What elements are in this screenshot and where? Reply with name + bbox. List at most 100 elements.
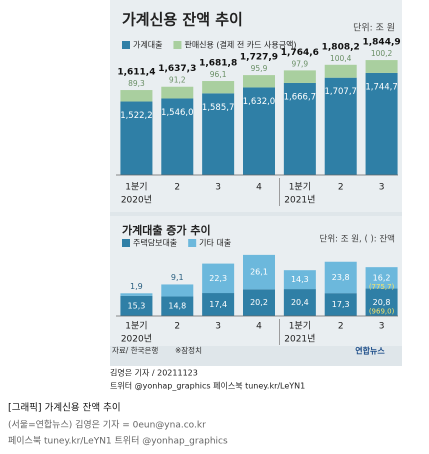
caption-line: (서울=연합뉴스) 김영은 기자 = 0eun@yna.co.kr — [8, 419, 206, 431]
bar — [202, 81, 235, 94]
x-tick-label: 4 — [256, 183, 262, 193]
chart-title: 가계대출 증가 추이 — [122, 223, 211, 237]
bar — [283, 289, 316, 316]
bar — [202, 293, 235, 316]
annotation: (969,0) — [369, 307, 395, 315]
bar — [365, 288, 398, 316]
x-tick-label: 1분기 — [125, 182, 147, 193]
total-label: 1,764,6 — [281, 48, 319, 58]
year-label: 2021년 — [284, 195, 315, 206]
bar — [283, 270, 316, 290]
x-tick-label: 3 — [379, 183, 385, 193]
value-label: 17,3 — [332, 300, 350, 309]
caption-line: 페이스북 tuney.kr/LeYN1 트위터 @yonhap_graphics — [8, 436, 228, 447]
x-tick-label: 2 — [174, 183, 180, 193]
bar — [202, 93, 235, 175]
unit: 단위: 조 원 — [353, 23, 395, 34]
value-label: 17,4 — [209, 300, 227, 309]
value-label: 14,8 — [168, 302, 186, 311]
bar — [283, 70, 316, 83]
legend-label: 기타 대출 — [199, 238, 231, 248]
bar — [365, 72, 398, 175]
value-label: 1,744,7 — [365, 82, 397, 92]
total-label: 1,637,3 — [158, 64, 196, 74]
x-tick-label: 2 — [338, 183, 344, 193]
chart-title: 가계신용 잔액 추이 — [122, 11, 243, 29]
unit: 단위: 조 원, ( ): 잔액 — [320, 234, 396, 245]
value-label: 20,2 — [250, 298, 268, 307]
x-tick-label: 1분기 — [125, 321, 147, 332]
bar — [202, 263, 235, 294]
bar — [324, 293, 357, 316]
value-label: 1,585,7 — [202, 103, 234, 113]
value-label: 1,546,0 — [161, 108, 193, 118]
bar — [120, 101, 153, 175]
value-label: 95,9 — [251, 64, 268, 73]
bar — [365, 267, 398, 289]
value-label: 1,666,7 — [284, 92, 316, 102]
value-label: 9,1 — [171, 273, 184, 282]
value-label: 15,3 — [128, 301, 146, 310]
total-label: 1,727,9 — [240, 53, 278, 63]
legend-label: 판매신용 (결제 전 카드 사용금액) — [184, 40, 296, 50]
x-tick-label: 4 — [256, 322, 262, 332]
x-tick-label: 3 — [215, 322, 221, 332]
value-label: 89,3 — [128, 79, 145, 88]
bar — [365, 60, 398, 73]
bar — [120, 295, 153, 316]
value-label: 20,8 — [373, 298, 391, 307]
bar — [324, 261, 357, 294]
bar — [283, 82, 316, 175]
value-label: 23,8 — [332, 273, 350, 282]
x-tick-label: 1분기 — [289, 182, 311, 193]
total-label: 1,844,9 — [362, 38, 400, 48]
total-label: 1,808,2 — [322, 42, 360, 52]
value-label: 16,2 — [373, 273, 391, 282]
annotation: (775,7) — [369, 283, 395, 291]
legend-label: 주택담보대출 — [133, 238, 177, 248]
value-label: 96,1 — [210, 70, 227, 79]
bar — [243, 87, 275, 175]
bar — [120, 90, 153, 102]
note: ※잠정치 — [175, 345, 202, 355]
x-tick-label: 2 — [338, 322, 344, 332]
value-label: 22,3 — [209, 274, 227, 283]
x-tick-label: 3 — [215, 183, 221, 193]
bar — [243, 254, 275, 290]
value-label: 1,707,7 — [324, 87, 356, 97]
bar — [243, 75, 275, 88]
legend-swatch — [122, 239, 130, 247]
bar — [161, 98, 194, 175]
value-label: 26,1 — [250, 268, 268, 277]
social: 트위터 @yonhap_graphics 페이스북 tuney.kr/LeYN1 — [110, 381, 305, 391]
source: 자료/ 한국은행 — [112, 345, 158, 355]
bar — [324, 64, 357, 78]
value-label: 1,632,0 — [243, 97, 275, 107]
value-label: 100,4 — [330, 54, 352, 63]
bar — [243, 289, 275, 316]
legend-swatch — [122, 41, 130, 49]
x-tick-label: 2 — [174, 322, 180, 332]
total-label: 1,681,8 — [199, 59, 237, 69]
year-label: 2021년 — [284, 334, 315, 345]
total-label: 1,611,4 — [117, 68, 155, 78]
value-label: 1,9 — [130, 282, 143, 291]
logo: 연합뉴스 — [355, 346, 385, 356]
caption-title: [그래픽] 가계신용 잔액 추이 — [8, 402, 121, 414]
bar — [161, 86, 194, 99]
x-tick-label: 1분기 — [289, 321, 311, 332]
bar — [161, 296, 194, 316]
year-label: 2020년 — [121, 334, 152, 345]
value-label: 20,4 — [291, 298, 309, 307]
year-label: 2020년 — [121, 195, 152, 206]
legend-swatch — [173, 41, 182, 49]
value-label: 1,522,2 — [120, 111, 152, 121]
value-label: 14,3 — [291, 275, 309, 284]
x-tick-label: 3 — [379, 322, 385, 332]
bar — [324, 77, 357, 175]
value-label: 97,9 — [292, 59, 309, 68]
value-label: 91,2 — [169, 76, 186, 85]
legend-swatch — [188, 239, 197, 247]
